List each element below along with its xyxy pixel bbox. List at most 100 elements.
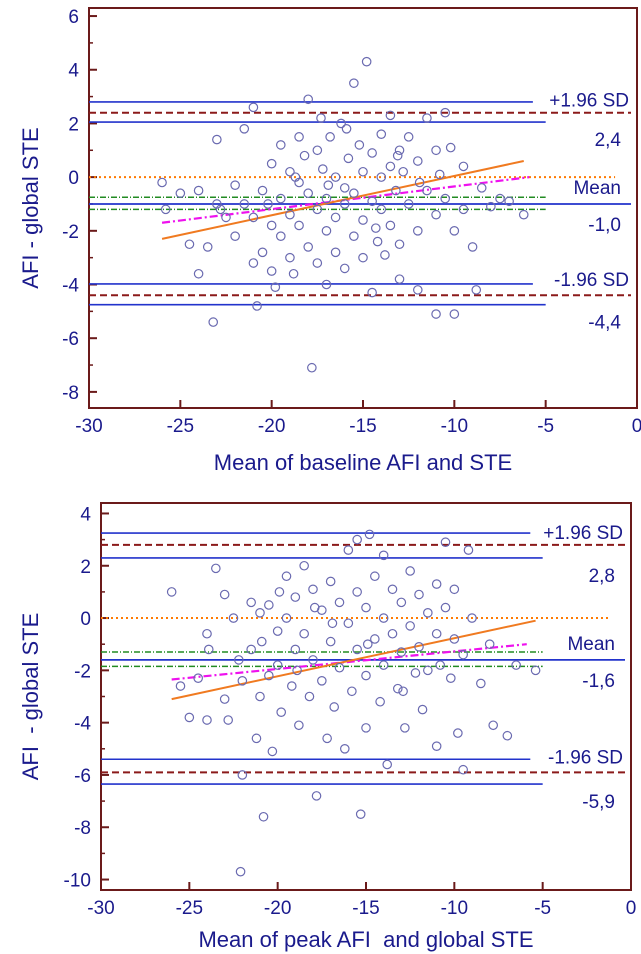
data-point: [396, 647, 407, 657]
data-point: [486, 201, 496, 212]
data-point: [471, 285, 482, 295]
data-point: [321, 193, 332, 204]
data-point: [362, 639, 373, 650]
data-point: [334, 662, 345, 673]
data-point: [385, 220, 396, 231]
data-point: [304, 691, 315, 702]
data-point: [518, 209, 529, 220]
data-point: [256, 636, 267, 647]
data-point: [504, 196, 514, 207]
mean-value: -1,6: [582, 671, 615, 692]
data-point: [403, 199, 414, 209]
data-point: [292, 665, 302, 676]
data-point: [440, 602, 451, 613]
data-point: [376, 129, 387, 139]
data-point: [246, 597, 256, 608]
data-point: [257, 185, 268, 196]
data-point: [285, 252, 295, 263]
y-tick-label: 2: [80, 557, 91, 578]
data-point: [358, 166, 368, 177]
data-point: [449, 634, 460, 644]
data-point: [203, 644, 214, 655]
data-point: [530, 665, 541, 676]
data-point: [270, 282, 281, 292]
data-point: [449, 309, 460, 319]
data-point: [294, 132, 304, 142]
data-point: [511, 660, 521, 670]
y-tick-label: -4: [74, 714, 91, 735]
data-point: [184, 239, 195, 250]
data-point: [343, 545, 354, 555]
data-point: [375, 696, 385, 707]
data-point: [316, 113, 326, 123]
data-point: [431, 628, 442, 639]
data-point: [445, 142, 456, 153]
data-point: [239, 124, 250, 134]
data-point: [294, 220, 304, 231]
data-point: [215, 204, 226, 215]
data-point: [378, 660, 389, 670]
x-tick-label: -20: [258, 416, 285, 437]
data-point: [358, 215, 368, 225]
lower-loa-value: -4,4: [588, 313, 621, 334]
data-point: [423, 665, 433, 676]
x-axis-label: Mean of baseline AFI and STE: [214, 450, 512, 475]
data-point: [364, 529, 375, 540]
data-point: [330, 247, 341, 258]
y-tick-label: 6: [68, 7, 79, 28]
data-point: [392, 683, 403, 694]
data-point: [323, 180, 334, 190]
data-point: [312, 145, 323, 156]
data-point: [361, 56, 372, 67]
data-point: [266, 220, 277, 231]
data-point: [488, 720, 498, 731]
data-point: [367, 196, 377, 207]
y-tick-label: 0: [80, 609, 91, 630]
data-point: [398, 166, 408, 177]
lower-loa-label: -1.96 SD: [548, 747, 623, 768]
data-point: [453, 728, 463, 738]
data-point: [398, 686, 408, 697]
upper-loa-value: 2,4: [595, 130, 622, 151]
data-point: [349, 231, 359, 241]
data-point: [325, 132, 335, 142]
data-point: [394, 274, 405, 284]
data-point: [264, 600, 274, 610]
data-point: [370, 223, 381, 233]
data-point: [370, 634, 380, 644]
data-point: [412, 285, 423, 295]
regression-line-dashed: [161, 176, 530, 224]
data-point: [440, 107, 450, 118]
data-point: [258, 811, 269, 822]
data-point: [246, 644, 256, 655]
data-point: [248, 102, 259, 113]
data-point: [309, 602, 320, 613]
data-point: [290, 644, 301, 655]
data-point: [251, 733, 262, 744]
y-tick-label: -2: [62, 222, 79, 243]
data-point: [378, 550, 389, 561]
x-tick-label: 0: [632, 416, 641, 437]
data-point: [255, 691, 265, 702]
y-tick-label: 2: [68, 114, 79, 135]
data-point: [431, 741, 442, 751]
data-point: [193, 268, 204, 279]
data-point: [358, 252, 368, 263]
x-tick-label: -25: [167, 416, 194, 437]
data-point: [184, 712, 195, 723]
y-tick-label: -8: [74, 818, 91, 839]
x-tick-label: -15: [352, 898, 379, 919]
plot-frame: [88, 7, 638, 409]
data-point: [299, 150, 310, 161]
data-point: [458, 161, 469, 172]
data-point: [476, 678, 486, 689]
data-point: [385, 161, 396, 172]
data-point: [322, 733, 332, 744]
data-point: [458, 764, 468, 775]
data-point: [339, 263, 350, 274]
data-point: [440, 193, 450, 204]
y-tick-label: -4: [62, 276, 79, 297]
y-tick-label: -6: [62, 329, 79, 350]
data-point: [266, 158, 277, 169]
